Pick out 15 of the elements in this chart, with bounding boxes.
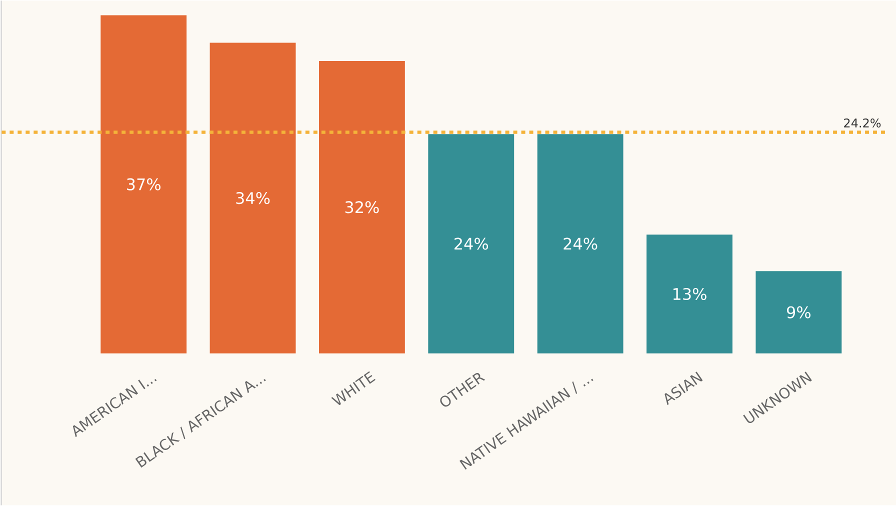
data-label: 34% (236, 192, 270, 204)
data-label: 32% (345, 201, 379, 214)
data-label: 24% (564, 238, 598, 250)
data-label: 37% (127, 178, 160, 190)
bar (318, 60, 405, 354)
bar (428, 134, 514, 354)
data-label: 13% (673, 288, 706, 300)
bar (537, 134, 624, 354)
bar (100, 15, 187, 354)
bar (756, 271, 842, 354)
bar (646, 234, 732, 354)
data-label: 24% (454, 238, 488, 250)
ref-line-label: 24.2% (844, 118, 881, 128)
data-label: 9% (786, 306, 810, 318)
bar (210, 42, 296, 354)
